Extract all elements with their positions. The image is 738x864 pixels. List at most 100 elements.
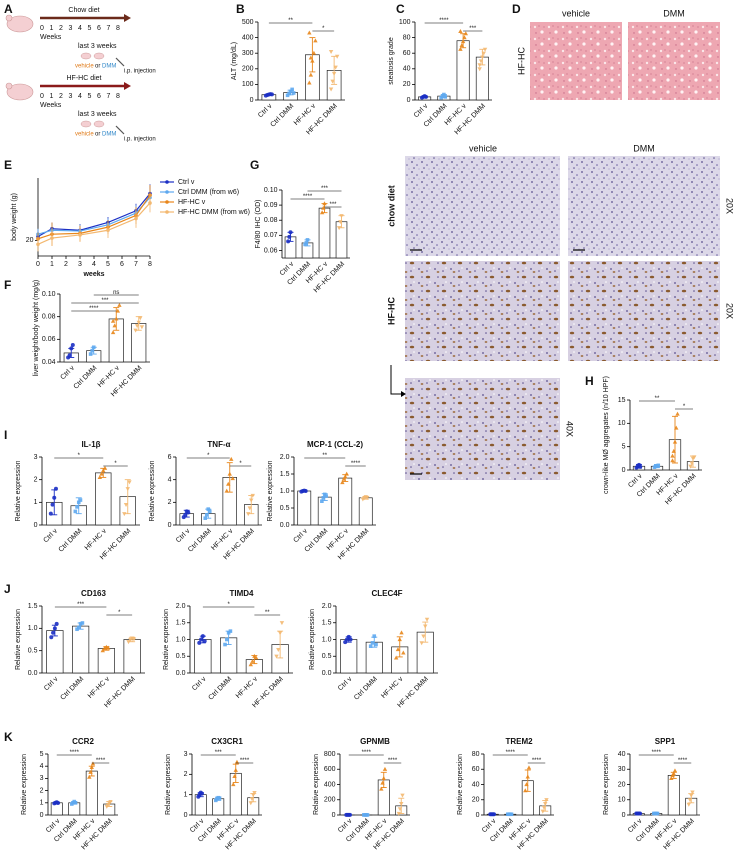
y-tick-label: 30 xyxy=(618,766,626,773)
data-point xyxy=(133,328,138,333)
histology-image xyxy=(568,156,720,256)
period-label: last 3 weeks xyxy=(78,43,117,50)
y-tick-label: 0 xyxy=(622,812,626,819)
y-axis-label: Relative expression xyxy=(267,460,274,521)
data-point xyxy=(127,480,132,485)
panel-letter: H xyxy=(585,374,594,388)
significance-label: **** xyxy=(303,194,313,200)
y-tick-label: 1.5 xyxy=(176,620,186,627)
significance-label: ** xyxy=(288,18,293,24)
mouse-icon xyxy=(80,120,92,128)
bar xyxy=(667,774,680,816)
data-point xyxy=(690,790,695,795)
y-tick-label: 80 xyxy=(472,751,480,758)
y-axis-label: Relative expression xyxy=(163,609,170,670)
significance-label: ** xyxy=(322,453,327,459)
data-point xyxy=(324,494,328,498)
data-point xyxy=(670,453,675,458)
x-tick-label: Ctrl DMM xyxy=(207,676,233,702)
y-tick-label: 0.07 xyxy=(264,232,278,239)
y-tick-label: 2 xyxy=(40,787,44,794)
timeline-arrow xyxy=(124,82,131,90)
x-tick-label: Ctrl v xyxy=(42,527,59,544)
bar xyxy=(95,472,112,526)
data-point xyxy=(199,791,204,796)
y-axis-label: crown-like MØ aggregates (n/10 HPF) xyxy=(603,376,610,494)
treatment-label: or xyxy=(95,132,100,138)
data-point xyxy=(69,346,74,351)
y-tick-label: 0.0 xyxy=(28,670,38,677)
treatment-label: DMM xyxy=(102,64,116,70)
data-point xyxy=(308,72,314,77)
data-point xyxy=(374,642,378,647)
data-point xyxy=(397,807,403,812)
x-tick-label: 2 xyxy=(64,261,68,268)
x-tick-label: Ctrl v xyxy=(191,675,208,692)
y-tick-label: 400 xyxy=(242,34,254,41)
data-point xyxy=(53,486,58,491)
y-tick-label: 40 xyxy=(618,751,626,758)
data-point xyxy=(689,461,694,466)
y-tick-label: 0.08 xyxy=(264,217,278,224)
data-point xyxy=(687,798,693,803)
panel-letter: B xyxy=(236,2,245,16)
data-point xyxy=(478,59,484,64)
data-point xyxy=(50,236,54,240)
y-tick-label: 1 xyxy=(40,800,44,807)
data-point xyxy=(125,487,130,492)
data-point xyxy=(134,216,138,221)
data-point xyxy=(322,201,327,206)
data-point xyxy=(75,627,79,632)
significance-label: * xyxy=(118,610,121,616)
data-point xyxy=(343,474,348,479)
data-point xyxy=(102,465,108,470)
y-tick-label: 1 xyxy=(34,499,38,506)
week-number: 2 xyxy=(59,93,63,100)
data-point xyxy=(139,325,145,330)
data-point xyxy=(688,464,693,469)
y-tick-label: 6 xyxy=(168,454,172,461)
data-point xyxy=(338,220,343,225)
chart-title: CLEC4F xyxy=(371,589,402,598)
data-point xyxy=(477,67,482,72)
data-point xyxy=(331,71,337,76)
series-line xyxy=(37,193,151,238)
data-point xyxy=(224,488,229,493)
x-tick-label: Ctrl v xyxy=(59,364,76,381)
data-point xyxy=(347,812,352,817)
significance-label: **** xyxy=(678,758,688,764)
syringe xyxy=(115,125,125,135)
data-point xyxy=(52,626,57,631)
data-point xyxy=(674,425,679,430)
data-point xyxy=(670,458,675,463)
column-label: DMM xyxy=(663,8,685,18)
period-label: last 3 weeks xyxy=(78,111,117,118)
data-point xyxy=(381,776,386,780)
y-tick-label: 0.06 xyxy=(264,247,278,254)
treatment-label: or xyxy=(95,64,100,70)
y-tick-label: 0.09 xyxy=(264,202,278,209)
mouse-icon xyxy=(6,15,34,33)
data-point xyxy=(382,766,388,771)
diet-label: Chow diet xyxy=(68,7,99,14)
data-point xyxy=(669,776,674,780)
data-point xyxy=(97,475,103,479)
bar xyxy=(297,490,312,526)
chart-title: TNF-α xyxy=(207,440,230,449)
mouse-icon xyxy=(80,52,92,60)
data-point xyxy=(459,43,464,47)
data-point xyxy=(524,782,529,787)
data-point xyxy=(203,516,208,520)
week-number: 7 xyxy=(107,25,111,32)
y-axis-label: F4/80 IHC (OD) xyxy=(255,199,262,248)
significance-label: **** xyxy=(388,758,398,764)
weeks-label: Weeks xyxy=(40,34,62,41)
data-point xyxy=(100,648,105,653)
x-axis-label: weeks xyxy=(82,271,104,278)
row-label: HF-HC xyxy=(386,297,396,325)
treatment-label: DMM xyxy=(102,132,116,138)
chart-title: MCP-1 (CCL-2) xyxy=(307,440,363,449)
data-point xyxy=(526,765,532,770)
diet-label: HF-HC diet xyxy=(66,75,101,82)
